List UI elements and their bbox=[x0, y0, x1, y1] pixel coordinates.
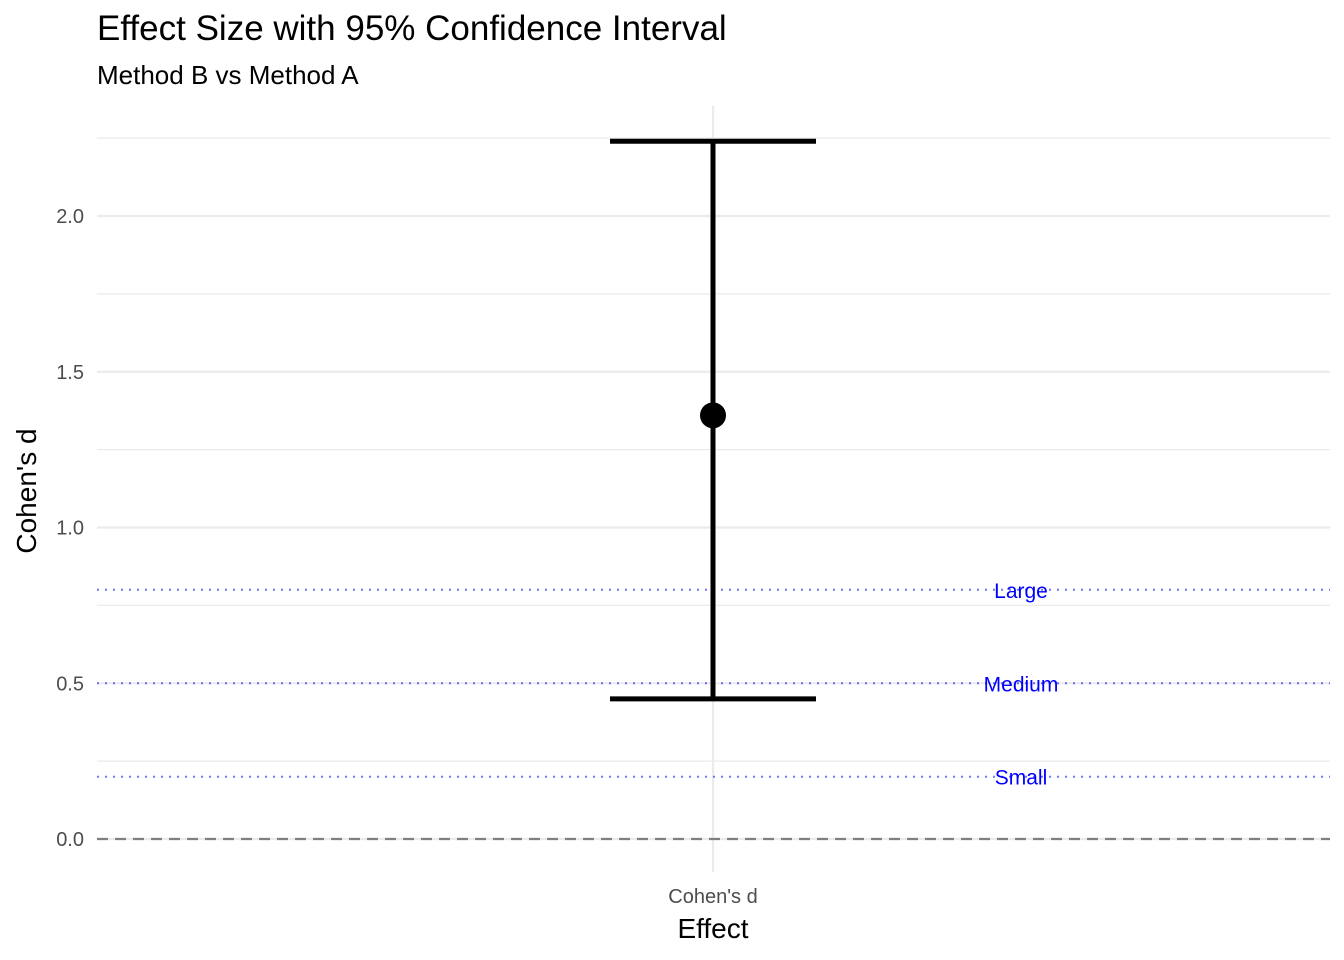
y-axis-ticks: 0.0 0.5 1.0 1.5 2.0 bbox=[56, 206, 84, 851]
reference-label-large: Large bbox=[994, 580, 1048, 603]
chart-subtitle: Method B vs Method A bbox=[97, 60, 359, 90]
marks-layer bbox=[610, 138, 816, 702]
reference-label-small: Small bbox=[995, 767, 1048, 790]
point-estimate bbox=[700, 402, 726, 429]
y-tick-label: 1.5 bbox=[56, 362, 84, 384]
y-tick-label: 0.0 bbox=[56, 829, 84, 851]
reference-label-medium: Medium bbox=[984, 673, 1059, 696]
y-tick-label: 2.0 bbox=[56, 206, 84, 228]
chart-title: Effect Size with 95% Confidence Interval bbox=[97, 9, 727, 48]
y-tick-label: 0.5 bbox=[56, 673, 84, 695]
y-axis-title: Cohen's d bbox=[11, 428, 42, 553]
x-axis-ticks: Cohen's d bbox=[668, 886, 757, 908]
x-tick-label: Cohen's d bbox=[668, 886, 757, 908]
y-tick-label: 1.0 bbox=[56, 518, 84, 540]
x-axis-title: Effect bbox=[677, 913, 748, 944]
